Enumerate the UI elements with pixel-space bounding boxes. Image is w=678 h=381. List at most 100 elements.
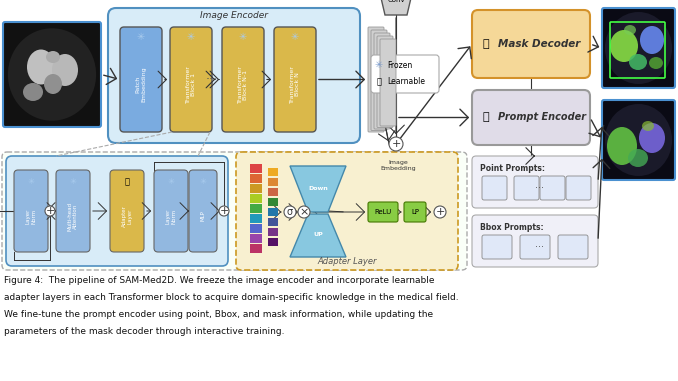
Text: Point Prompts:: Point Prompts: — [480, 164, 545, 173]
FancyBboxPatch shape — [472, 10, 590, 78]
Text: +: + — [391, 139, 401, 149]
FancyBboxPatch shape — [56, 170, 90, 252]
Ellipse shape — [52, 54, 78, 86]
FancyBboxPatch shape — [250, 204, 262, 213]
Circle shape — [434, 206, 446, 218]
Ellipse shape — [605, 104, 672, 176]
FancyBboxPatch shape — [482, 235, 512, 259]
Text: Transformer
Block 1: Transformer Block 1 — [186, 66, 197, 103]
Text: LP: LP — [411, 209, 419, 215]
Text: +: + — [45, 206, 55, 216]
Text: Layer
Norm: Layer Norm — [165, 208, 176, 224]
FancyBboxPatch shape — [268, 228, 278, 236]
FancyBboxPatch shape — [540, 176, 565, 200]
Ellipse shape — [610, 30, 638, 62]
Circle shape — [45, 206, 55, 216]
Text: ✳: ✳ — [167, 178, 174, 187]
Text: ✳: ✳ — [375, 60, 383, 70]
FancyBboxPatch shape — [120, 27, 162, 132]
FancyBboxPatch shape — [602, 8, 675, 88]
FancyBboxPatch shape — [472, 90, 590, 145]
FancyBboxPatch shape — [472, 156, 598, 208]
Ellipse shape — [23, 83, 43, 101]
Text: Adapter
Layer: Adapter Layer — [121, 205, 132, 227]
FancyBboxPatch shape — [520, 235, 550, 259]
Text: Transformer
Block N-1: Transformer Block N-1 — [237, 66, 248, 103]
Ellipse shape — [27, 50, 55, 85]
Ellipse shape — [8, 28, 96, 121]
FancyBboxPatch shape — [514, 176, 539, 200]
Text: Bbox Prompts:: Bbox Prompts: — [480, 223, 544, 232]
Text: ✳: ✳ — [28, 178, 35, 187]
Text: +: + — [219, 206, 228, 216]
Polygon shape — [290, 214, 346, 257]
Text: Multi-head
Attention: Multi-head Attention — [68, 202, 79, 231]
Ellipse shape — [46, 51, 60, 63]
FancyBboxPatch shape — [472, 215, 598, 267]
FancyBboxPatch shape — [274, 27, 316, 132]
FancyBboxPatch shape — [404, 202, 426, 222]
Text: We fine-tune the prompt encoder using point, Bbox, and mask information, while u: We fine-tune the prompt encoder using po… — [4, 310, 433, 319]
FancyBboxPatch shape — [268, 238, 278, 246]
FancyBboxPatch shape — [482, 176, 507, 200]
Circle shape — [284, 206, 296, 218]
FancyBboxPatch shape — [558, 235, 588, 259]
Text: Down: Down — [308, 187, 328, 192]
FancyBboxPatch shape — [250, 234, 262, 243]
FancyBboxPatch shape — [236, 152, 458, 270]
Circle shape — [389, 137, 403, 151]
FancyBboxPatch shape — [250, 214, 262, 223]
FancyBboxPatch shape — [154, 170, 188, 252]
Text: ···: ··· — [206, 73, 218, 86]
Text: UP: UP — [313, 232, 323, 237]
Text: ✳: ✳ — [199, 178, 207, 187]
Text: Patch
Embedding: Patch Embedding — [136, 67, 146, 102]
FancyBboxPatch shape — [250, 184, 262, 193]
Text: ×: × — [299, 207, 308, 217]
FancyBboxPatch shape — [222, 27, 264, 132]
Text: ✳: ✳ — [239, 32, 247, 42]
Ellipse shape — [640, 26, 664, 54]
FancyBboxPatch shape — [371, 55, 439, 93]
Text: parameters of the mask decoder through interactive training.: parameters of the mask decoder through i… — [4, 327, 285, 336]
FancyBboxPatch shape — [377, 36, 393, 128]
Text: ReLU: ReLU — [374, 209, 392, 215]
FancyBboxPatch shape — [250, 174, 262, 183]
FancyBboxPatch shape — [268, 208, 278, 216]
FancyBboxPatch shape — [268, 198, 278, 206]
Text: Adapter Layer: Adapter Layer — [317, 257, 377, 266]
Circle shape — [298, 206, 310, 218]
Circle shape — [219, 206, 229, 216]
Text: ✳: ✳ — [291, 32, 299, 42]
Text: ✳: ✳ — [137, 32, 145, 42]
Text: Mask Decoder: Mask Decoder — [498, 39, 580, 49]
Text: Layer
Norm: Layer Norm — [26, 208, 37, 224]
Ellipse shape — [639, 123, 665, 153]
FancyBboxPatch shape — [250, 224, 262, 233]
FancyBboxPatch shape — [250, 194, 262, 203]
Text: Figure 4:  The pipeline of SAM-Med2D. We freeze the image encoder and incorporat: Figure 4: The pipeline of SAM-Med2D. We … — [4, 276, 435, 285]
Text: Image Encoder: Image Encoder — [200, 11, 268, 20]
Text: Image
Embedding: Image Embedding — [380, 160, 416, 171]
FancyBboxPatch shape — [6, 156, 228, 266]
FancyBboxPatch shape — [108, 8, 360, 143]
Ellipse shape — [607, 127, 637, 165]
Text: Prompt Encoder: Prompt Encoder — [498, 112, 586, 123]
Ellipse shape — [44, 74, 62, 94]
FancyBboxPatch shape — [250, 164, 262, 173]
Text: +: + — [435, 207, 445, 217]
Polygon shape — [378, 0, 414, 15]
FancyBboxPatch shape — [268, 178, 278, 186]
FancyBboxPatch shape — [368, 202, 398, 222]
Ellipse shape — [605, 12, 672, 84]
Text: Transformer
Block N: Transformer Block N — [290, 66, 300, 103]
Ellipse shape — [642, 121, 654, 131]
Text: 🔥: 🔥 — [483, 112, 490, 123]
FancyBboxPatch shape — [189, 170, 217, 252]
FancyBboxPatch shape — [268, 188, 278, 196]
FancyBboxPatch shape — [170, 27, 212, 132]
Polygon shape — [290, 166, 346, 212]
Text: 🔥: 🔥 — [483, 39, 490, 49]
Text: ···: ··· — [536, 242, 544, 252]
FancyBboxPatch shape — [110, 170, 144, 252]
